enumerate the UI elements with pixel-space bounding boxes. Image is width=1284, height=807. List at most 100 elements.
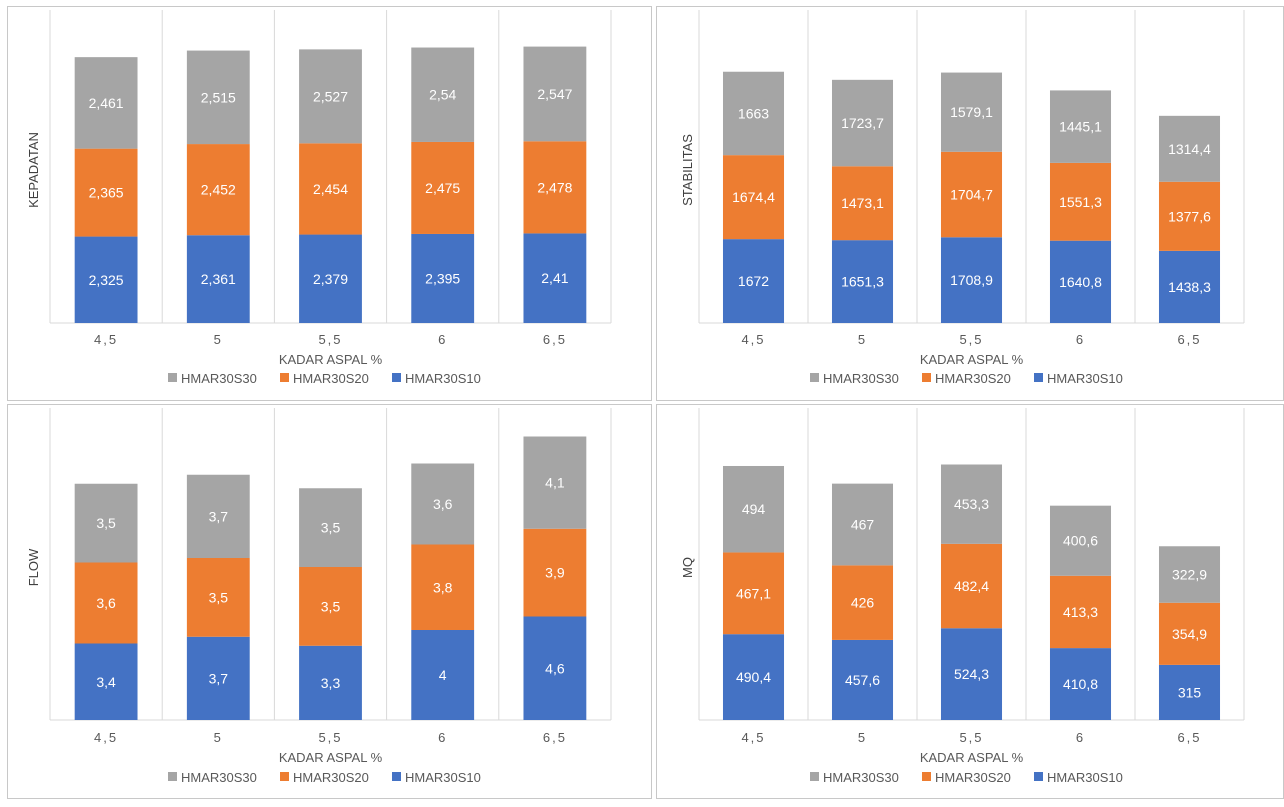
data-label: 2,41 [541,270,568,286]
y-axis-title: MQ [680,557,695,578]
bar-hmar30s10 [299,645,362,720]
bar-hmar30s20 [299,143,362,235]
bar-hmar30s10 [1158,664,1221,720]
data-label: 1377,6 [1168,208,1211,224]
data-label: 3,4 [96,674,116,690]
bar-hmar30s20 [186,558,250,637]
bar-hmar30s30 [411,463,475,545]
legend-label: HMAR30S10 [405,371,481,386]
bar-hmar30s20 [1158,181,1221,251]
bar-hmar30s30 [940,72,1003,152]
legend-label: HMAR30S10 [1047,770,1123,785]
data-label: 1579,1 [950,104,993,120]
x-tick-label: 4,5 [741,332,765,347]
data-label: 524,3 [954,666,989,682]
bar-hmar30s20 [186,144,250,236]
bar-hmar30s10 [1049,240,1112,323]
y-axis-title: FLOW [26,548,41,586]
y-axis-title: KEPADATAN [26,132,41,208]
legend-swatch [1034,373,1043,382]
x-tick-label: 6,5 [543,332,567,347]
x-tick-label: 6,5 [1177,730,1201,745]
data-label: 3,5 [321,598,341,614]
legend-label: HMAR30S20 [293,770,369,785]
data-label: 3,3 [321,675,341,691]
legend-swatch [1034,772,1043,781]
x-tick-label: 6,5 [543,730,567,745]
bar-hmar30s20 [74,148,138,237]
bar-hmar30s30 [523,436,587,529]
x-tick-label: 5 [858,332,867,347]
bar-hmar30s20 [940,543,1003,629]
bar-hmar30s10 [1158,250,1221,323]
bar-hmar30s20 [74,562,138,644]
legend-label: HMAR30S20 [935,770,1011,785]
bar-hmar30s20 [299,567,362,646]
data-label: 490,4 [736,669,771,685]
data-label: 3,9 [545,565,565,581]
data-label: 1551,3 [1059,194,1102,210]
chart-svg-stabilitas: 1672 1674,4 1663 4,5 1651,3 1473,1 1723,7 5 1708… [680,10,1245,386]
x-tick-label: 5 [858,730,867,745]
bar-hmar30s10 [831,639,894,720]
x-tick-label: 5,5 [959,730,983,745]
data-label: 3,7 [209,670,229,686]
data-label: 2,454 [313,181,348,197]
legend-swatch [280,772,289,781]
data-label: 1651,3 [841,274,884,290]
legend-swatch [922,772,931,781]
bar-hmar30s30 [299,488,362,567]
data-label: 2,461 [89,95,124,111]
bar-hmar30s10 [722,634,785,720]
bar-hmar30s30 [299,49,362,144]
bar-hmar30s30 [831,79,894,167]
bar-hmar30s10 [74,236,138,323]
data-label: 2,478 [537,179,572,195]
bar-hmar30s10 [1049,648,1112,720]
data-label: 410,8 [1063,676,1098,692]
data-label: 3,5 [96,515,116,531]
x-tick-label: 5,5 [318,332,342,347]
data-label: 4 [439,667,447,683]
bar-hmar30s30 [186,474,250,558]
data-label: 2,547 [537,86,572,102]
data-label: 322,9 [1172,567,1207,583]
bar-hmar30s30 [722,71,785,156]
bar-hmar30s20 [722,155,785,240]
bar-hmar30s30 [1158,546,1221,603]
chart-panel-mq: 490,4 467,1 494 4,5 457,6 426 467 5 524,3 482,4 45… [656,404,1284,799]
data-label: 354,9 [1172,626,1207,642]
x-tick-label: 5,5 [959,332,983,347]
legend-swatch [280,373,289,382]
y-axis-title: STABILITAS [680,134,695,206]
legend-swatch [168,772,177,781]
bar-hmar30s30 [74,483,138,563]
data-label: 2,54 [429,87,456,103]
data-label: 1672 [738,273,769,289]
x-tick-label: 5 [214,332,223,347]
data-label: 1663 [738,105,769,121]
legend-label: HMAR30S20 [293,371,369,386]
bar-hmar30s10 [722,239,785,323]
bar-hmar30s30 [74,57,138,149]
chart-panel-stabilitas: 1672 1674,4 1663 4,5 1651,3 1473,1 1723,7 5 1708… [656,6,1284,401]
data-label: 482,4 [954,578,989,594]
legend-label: HMAR30S10 [1047,371,1123,386]
x-axis-title: KADAR ASPAL % [279,750,383,765]
legend-swatch [392,373,401,382]
data-label: 3,8 [433,579,453,595]
x-tick-label: 6 [1076,730,1085,745]
x-axis-title: KADAR ASPAL % [279,352,383,367]
data-label: 1314,4 [1168,141,1211,157]
data-label: 3,6 [96,595,116,611]
x-tick-label: 5,5 [318,730,342,745]
legend-swatch [392,772,401,781]
bar-hmar30s30 [523,46,587,142]
data-label: 2,515 [201,89,236,105]
x-tick-label: 6 [1076,332,1085,347]
legend-label: HMAR30S20 [935,371,1011,386]
bar-hmar30s10 [411,630,475,720]
x-tick-label: 4,5 [94,332,118,347]
data-label: 2,365 [89,185,124,201]
bar-hmar30s30 [831,483,894,566]
